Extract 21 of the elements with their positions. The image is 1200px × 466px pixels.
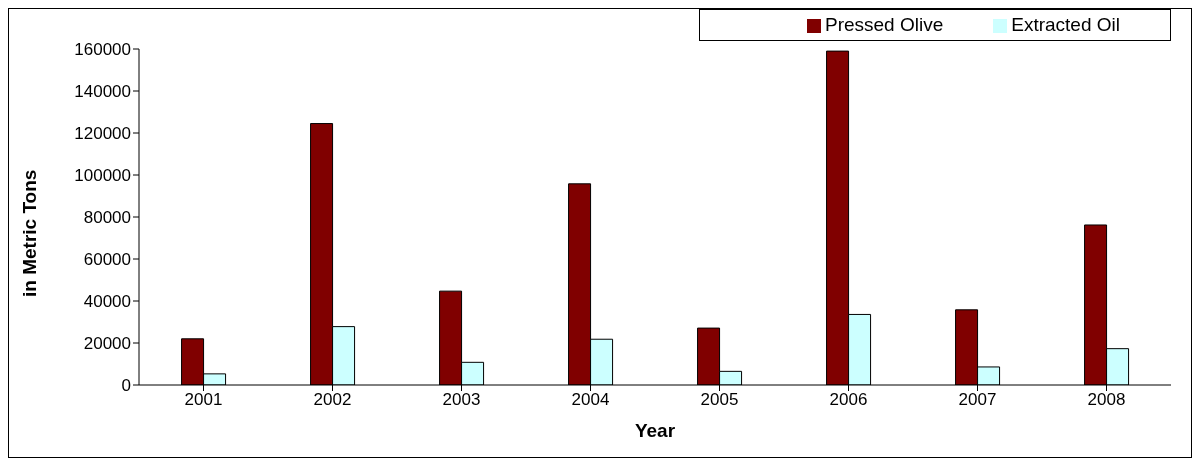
y-tick-label: 80000	[83, 208, 131, 228]
y-tick-label: 160000	[74, 40, 131, 60]
x-tick-label: 2005	[700, 390, 739, 410]
legend-label: Extracted Oil	[1011, 14, 1120, 35]
y-tick-label: 60000	[83, 250, 131, 270]
y-tick-label: 20000	[83, 334, 131, 354]
x-tick-label: 2003	[442, 390, 481, 410]
x-tick-label: 2002	[313, 390, 352, 410]
y-axis-title: in Metric Tons	[18, 169, 40, 297]
x-tick-label: 2008	[1087, 390, 1126, 410]
x-tick-label: 2004	[571, 390, 610, 410]
y-tick-label: 100000	[74, 166, 131, 186]
y-tick-label: 140000	[74, 82, 131, 102]
x-tick-label: 2006	[829, 390, 868, 410]
x-tick-label: 2001	[184, 390, 223, 410]
y-tick-label: 40000	[83, 292, 131, 312]
y-tick-label: 0	[121, 376, 131, 396]
x-axis-title: Year	[634, 420, 676, 441]
legend-label: Pressed Olive	[824, 14, 944, 35]
x-tick-label: 2007	[958, 390, 997, 410]
y-tick-label: 120000	[74, 124, 131, 144]
